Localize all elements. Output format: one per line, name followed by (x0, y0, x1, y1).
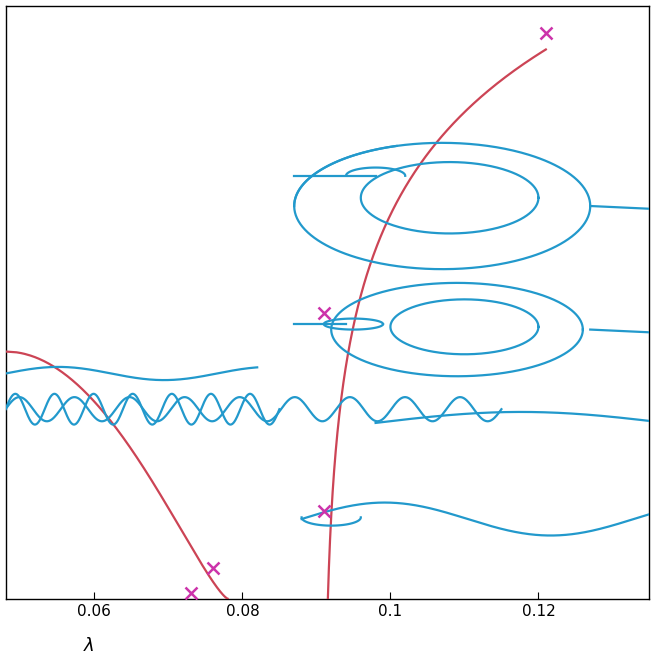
X-axis label: λ: λ (84, 637, 94, 655)
